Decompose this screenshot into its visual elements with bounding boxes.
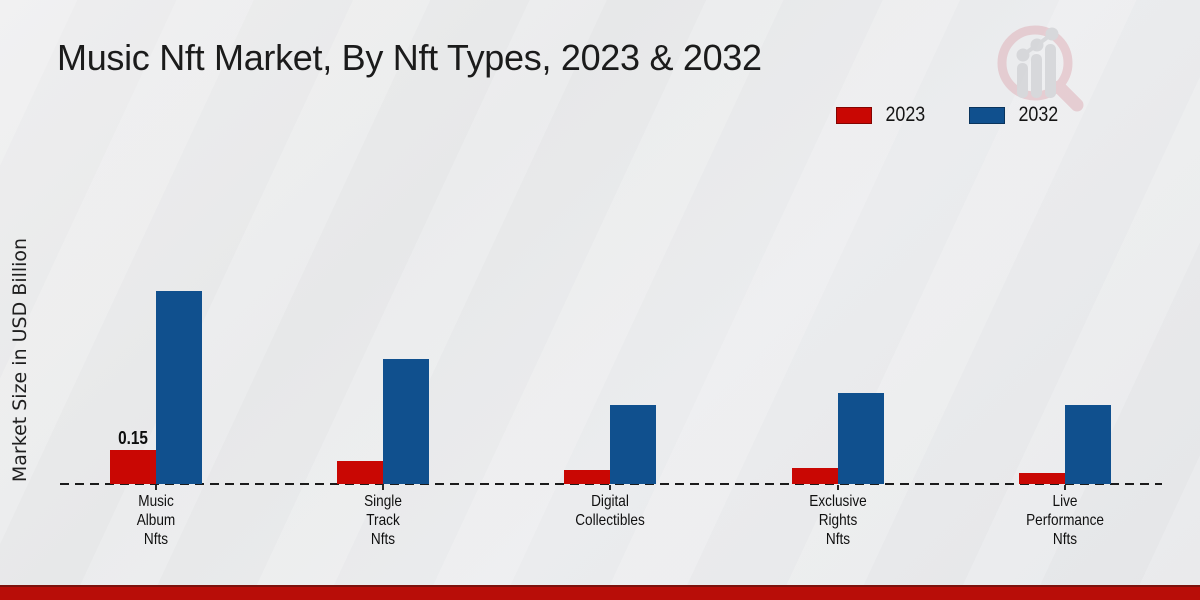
bar-2032-3 <box>610 405 657 484</box>
bar-2032-4 <box>837 393 884 484</box>
bar-value-label: 0.15 <box>117 427 148 448</box>
legend-item-2032: 2032 <box>968 103 1062 127</box>
x-axis-tick <box>1064 485 1067 490</box>
x-axis-tick <box>382 485 385 490</box>
bar-2032-5 <box>1065 405 1112 484</box>
analytics-magnifier-logo <box>985 18 1095 118</box>
analytics-magnifier-icon <box>997 25 1084 112</box>
legend-item-2023: 2023 <box>836 103 929 127</box>
bar-2023-5 <box>1019 473 1066 484</box>
bar-2023-2 <box>337 461 384 484</box>
bar-2023-4 <box>791 468 838 484</box>
x-axis-tick <box>154 485 157 490</box>
legend-label-2032: 2032 <box>1018 103 1058 126</box>
legend-swatch-2032 <box>968 106 1005 124</box>
category-label: Live Performance Nfts <box>1026 493 1104 548</box>
category-label: Music Album Nfts <box>136 493 175 548</box>
category-label: Digital Collectibles <box>575 493 646 529</box>
x-axis-tick <box>836 485 839 490</box>
bar-2032-2 <box>383 359 430 484</box>
chart-title: Music Nft Market, By Nft Types, 2023 & 2… <box>57 37 762 78</box>
bar-2023-3 <box>564 470 611 484</box>
y-axis-title: Market Size in USD Billion <box>9 237 31 483</box>
bar-2032-1 <box>155 291 202 484</box>
legend: 2023 2032 <box>836 103 1061 127</box>
footer-accent-bar <box>0 585 1200 600</box>
x-axis-baseline <box>60 483 1162 485</box>
category-label: Exclusive Rights Nfts <box>808 493 867 548</box>
legend-swatch-2023 <box>836 106 872 124</box>
category-label: Single Track Nfts <box>364 493 402 548</box>
legend-label-2023: 2023 <box>885 103 926 126</box>
x-axis-tick <box>609 485 612 490</box>
bar-2023-1 <box>109 450 156 484</box>
